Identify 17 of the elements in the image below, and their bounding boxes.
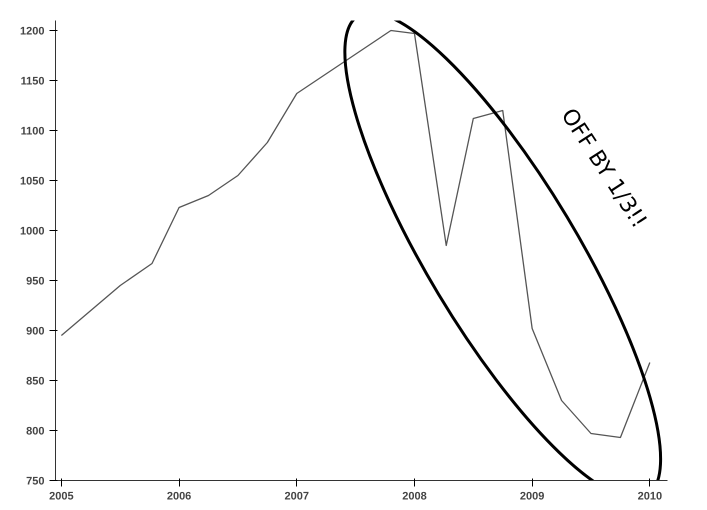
y-tick-label: 950	[26, 276, 45, 288]
y-tick-label: 900	[26, 326, 45, 338]
x-tick-label: 2010	[638, 490, 662, 502]
line-series	[60, 30, 650, 438]
y-tick-label: 1200	[20, 26, 45, 38]
y-tick-label: 750	[26, 476, 45, 488]
y-tick-label: 1000	[20, 226, 45, 238]
y-tick-label: 850	[26, 376, 45, 388]
y-tick-label: 1150	[20, 76, 45, 88]
x-tick-label: 2009	[520, 490, 544, 502]
x-tick-label: 2007	[284, 490, 310, 502]
y-tick-label: 1050	[20, 176, 45, 188]
x-tick-label: 2005	[49, 490, 74, 502]
y-tick-label: 800	[26, 426, 45, 438]
y-tick-label: 1100	[20, 126, 45, 138]
x-tick-label: 2006	[166, 490, 192, 502]
x-tick-label: 2008	[402, 490, 427, 502]
